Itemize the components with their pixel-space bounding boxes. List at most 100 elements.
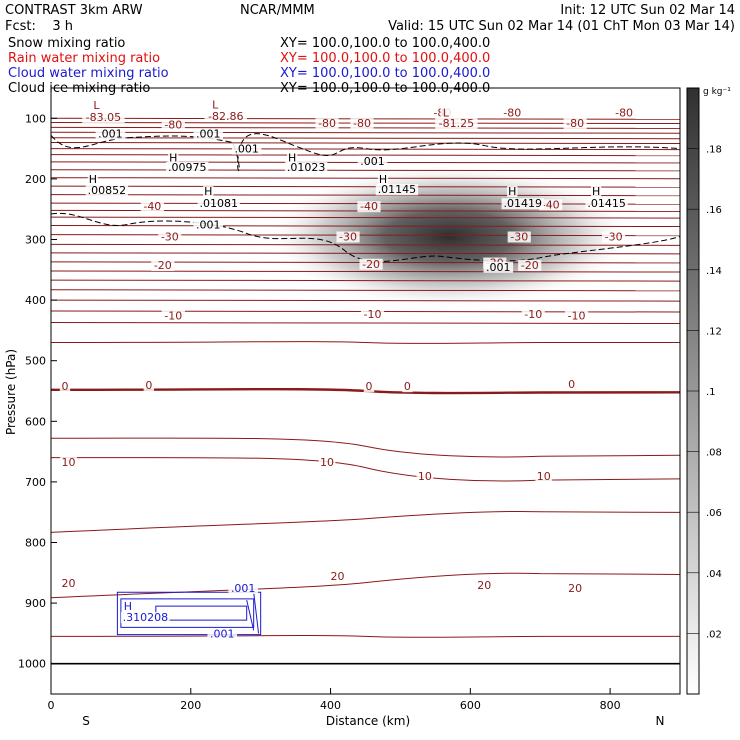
header-model: CONTRAST 3km ARW <box>5 3 143 18</box>
temperature-label-bg <box>402 381 413 393</box>
cloud-water-label-bg <box>122 601 134 613</box>
legend-label: Cloud water mixing ratio <box>8 66 169 81</box>
temperature-label-bg <box>336 231 360 243</box>
temperature-label: 10 <box>537 470 551 483</box>
temperature-label: -10 <box>364 308 382 321</box>
temperature-contour <box>51 234 680 237</box>
temperature-label: -20 <box>154 259 172 272</box>
temperature-contour <box>51 243 680 246</box>
cloud-ice-label-bg <box>507 186 518 198</box>
temperature-label: -30 <box>161 231 179 244</box>
cloud-ice-label: H <box>204 185 212 198</box>
contour-labels: -80-80-80-80-80-80-80-40-40-40-30-30-30-… <box>59 98 636 640</box>
temperature-label-bg <box>539 199 563 211</box>
cloud-water-contour <box>246 592 260 634</box>
temperature-contour <box>51 154 680 157</box>
temperature-contour <box>51 142 680 145</box>
temperature-label-bg <box>59 381 71 393</box>
temperature-label-bg <box>359 258 383 270</box>
temperature-extrema-label: L <box>443 106 450 119</box>
temperature-label-bg <box>357 201 381 213</box>
cloud-ice-label: .00852 <box>88 184 127 197</box>
colorbar-tick-label: .14 <box>706 266 722 277</box>
temperature-label-bg <box>350 118 374 130</box>
temperature-contour <box>51 387 680 395</box>
cloud-ice-label: .01419 <box>504 197 543 210</box>
temperature-label-bg <box>500 107 524 119</box>
temperature-label: 20 <box>61 577 75 590</box>
y-tick-label: 400 <box>25 294 46 307</box>
cloud-ice-label-bg <box>193 128 224 140</box>
colorbar: g kg⁻¹ .02 .04 .06 .08 .1 .12 .14 .16 .18 <box>686 87 731 695</box>
temperature-label-bg <box>612 107 636 119</box>
temperature-label: -40 <box>360 200 378 213</box>
header-fcst: Fcst: 3 h <box>5 19 73 34</box>
cloud-ice-contour <box>51 212 680 262</box>
plot-area: -80-80-80-80-80-80-80-40-40-40-30-30-30-… <box>50 87 681 695</box>
temperature-label: 0 <box>404 380 411 393</box>
temperature-extrema-label: -83.05 <box>86 111 121 124</box>
cloud-ice-label: H <box>89 173 97 186</box>
temperature-extrema-label: -81.25 <box>439 117 474 130</box>
temperature-contour <box>51 572 680 599</box>
x-tick-label: 400 <box>320 699 341 712</box>
temperature-label-bg <box>161 310 185 322</box>
cloud-ice-label-bg <box>193 219 224 231</box>
temperature-label: 20 <box>331 570 345 583</box>
plot-frame <box>50 87 681 695</box>
cloud-ice-label-bg <box>286 152 298 164</box>
cloud-ice-label: .01145 <box>378 183 417 196</box>
temperature-label-bg <box>564 310 589 322</box>
temperature-label: -40 <box>542 198 560 211</box>
temperature-label: 0 <box>365 380 372 393</box>
temperature-contour <box>51 169 680 172</box>
colorbar-tick-label: .06 <box>706 508 722 519</box>
temperature-label-bg <box>563 118 587 130</box>
y-tick-label: 900 <box>25 597 46 610</box>
cloud-ice-label-bg <box>87 173 99 185</box>
temperature-label-bg <box>161 119 185 131</box>
temperature-contour <box>51 457 680 482</box>
temperature-extrema-label-bg <box>440 107 452 119</box>
temperature-contour <box>51 322 680 325</box>
cloud-ice-label: H <box>592 185 600 198</box>
x-tick-label: 0 <box>48 699 55 712</box>
temperature-contour <box>51 635 680 638</box>
cloud-ice-label-bg <box>166 161 209 173</box>
header-init: Init: 12 UTC Sun 02 Mar 14 <box>560 3 735 18</box>
legend-xy: XY= 100.0,100.0 to 100.0,400.0 <box>280 66 490 81</box>
colorbar-tick-label: .04 <box>706 569 722 580</box>
temperature-label-bg <box>143 379 155 391</box>
x-tick-label: 200 <box>180 699 201 712</box>
temperature-label: -20 <box>521 259 539 272</box>
temperature-extrema-label: L <box>93 99 100 112</box>
temperature-extrema-label: L <box>212 98 219 111</box>
temperature-label: 10 <box>320 456 334 469</box>
cloud-ice-label-bg <box>377 173 389 185</box>
temperature-contour <box>51 185 680 188</box>
temperature-label-bg <box>360 309 385 321</box>
temperature-contour <box>51 148 680 151</box>
temperature-label-bg <box>151 259 175 271</box>
cloud-ice-label: .001 <box>486 261 511 274</box>
temperature-extrema-label: -82.86 <box>208 110 243 123</box>
legend-label: Rain water mixing ratio <box>8 51 160 66</box>
cloud-ice-label: .00975 <box>168 161 207 174</box>
temperature-label-bg <box>518 259 542 271</box>
y-tick-label: 500 <box>25 355 46 368</box>
cloud-water-label: H <box>124 600 132 613</box>
temperature-label-bg <box>521 309 545 321</box>
temperature-label: 10 <box>61 456 75 469</box>
y-tick-label: 800 <box>25 537 46 550</box>
north-label: N <box>656 714 665 728</box>
colorbar-tick-label: .1 <box>706 387 716 398</box>
y-tick-label: 700 <box>25 476 46 489</box>
temperature-label: 0 <box>145 379 152 392</box>
temperature-label: -30 <box>339 231 357 244</box>
legend-xy: XY= 100.0,100.0 to 100.0,400.0 <box>280 51 490 66</box>
colorbar-tick-label: .12 <box>706 326 722 337</box>
cloud-ice-label: H <box>379 173 387 186</box>
temperature-label: -10 <box>568 309 586 322</box>
temperature-label: -80 <box>318 117 336 130</box>
temperature-contour <box>51 437 680 458</box>
